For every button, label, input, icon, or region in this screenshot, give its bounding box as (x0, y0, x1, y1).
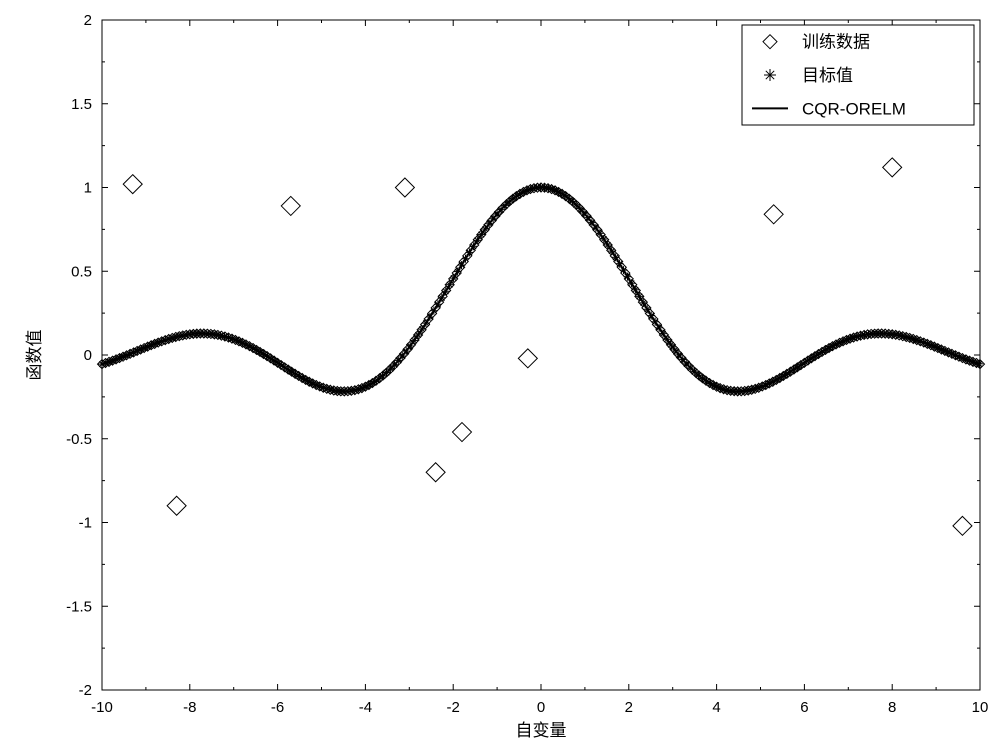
x-axis-label: 自变量 (516, 721, 567, 740)
legend-label: 目标值 (802, 66, 853, 85)
x-tick-label: -6 (271, 699, 284, 716)
x-tick-label: -2 (447, 699, 460, 716)
diamond-marker (426, 463, 445, 482)
y-tick-label: -1 (79, 515, 92, 532)
x-tick-label: 8 (888, 699, 896, 716)
x-tick-label: 6 (800, 699, 808, 716)
x-tick-label: 10 (972, 699, 989, 716)
fitted-curve (102, 188, 980, 392)
diamond-marker (123, 175, 142, 194)
y-tick-label: -1.5 (66, 598, 92, 615)
y-tick-label: 0 (84, 347, 92, 364)
legend-label: CQR-ORELM (802, 99, 906, 118)
y-tick-label: 1 (84, 180, 92, 197)
x-tick-label: 2 (625, 699, 633, 716)
diamond-marker (518, 349, 537, 368)
diamond-marker (395, 178, 414, 197)
y-tick-label: 1.5 (71, 96, 92, 113)
y-tick-label: -2 (79, 682, 92, 699)
legend-label: 训练数据 (802, 33, 870, 52)
diamond-marker (281, 196, 300, 215)
diamond-marker (167, 496, 186, 515)
star-marker (764, 69, 776, 81)
y-tick-label: -0.5 (66, 431, 92, 448)
diamond-marker (883, 158, 902, 177)
chart-svg: -10 -8 -6 -4 -2 0 2 4 6 8 10 -2 -1.5 -1 -0.5 0 0.5 1 1.5 2 自… (0, 0, 1000, 747)
diamond-marker (953, 516, 972, 535)
x-tick-label: -8 (183, 699, 196, 716)
diamond-marker (452, 423, 471, 442)
x-tick-label: 0 (537, 699, 545, 716)
diamond-marker (764, 205, 783, 224)
x-tick-label: 4 (712, 699, 720, 716)
chart-container: -10 -8 -6 -4 -2 0 2 4 6 8 10 -2 -1.5 -1 -0.5 0 0.5 1 1.5 2 自… (0, 0, 1000, 747)
y-tick-label: 0.5 (71, 263, 92, 280)
y-tick-label: 2 (84, 12, 92, 29)
x-tick-label: -4 (359, 699, 372, 716)
x-tick-label: -10 (91, 699, 113, 716)
y-axis-label: 函数值 (25, 330, 44, 381)
